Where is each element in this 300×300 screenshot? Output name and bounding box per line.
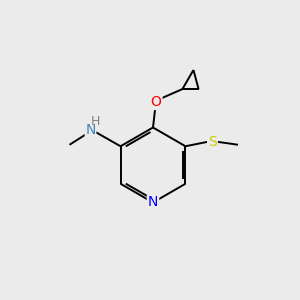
Text: O: O <box>151 95 161 109</box>
Text: S: S <box>208 135 217 149</box>
Text: N: N <box>85 123 96 137</box>
Text: H: H <box>91 115 101 128</box>
Text: N: N <box>148 196 158 209</box>
Text: methyl: methyl <box>63 146 68 147</box>
